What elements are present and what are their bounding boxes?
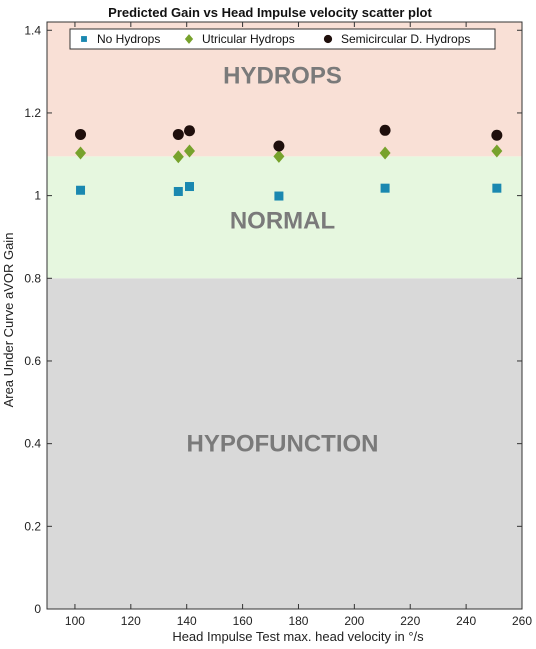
point-semicircular-d-hydrops [491,129,503,141]
x-tick-label: 120 [121,614,141,628]
point-no-hydrops [492,183,502,193]
point-no-hydrops [173,186,183,196]
y-axis-ticks: 0 0.2 0.4 0.6 0.8 1 1.2 1.4 [24,23,522,616]
legend-label-no-hydrops: No Hydrops [97,32,160,46]
legend-marker-semicircular-d-hydrops [323,34,333,44]
x-tick-label: 240 [456,614,476,628]
y-tick-label: 1.4 [24,23,41,37]
point-utricular-hydrops [273,149,285,163]
y-tick-label: 0 [34,602,41,616]
point-no-hydrops [274,191,284,201]
region-label-normal: NORMAL [230,207,335,234]
x-tick-label: 140 [177,614,197,628]
x-axis-ticks: 100 120 140 160 180 200 220 240 260 [65,22,532,628]
point-no-hydrops [185,182,194,192]
point-semicircular-d-hydrops [184,125,195,137]
legend-box [69,28,496,50]
legend-marker-no-hydrops [81,36,87,42]
y-tick-label: 0.4 [24,437,41,451]
region-label-hydrops: HYDROPS [223,63,342,90]
y-tick-label: 0.2 [24,519,41,533]
plot-frame [46,21,523,610]
point-utricular-hydrops [379,146,391,160]
y-tick-label: 1.2 [24,106,41,120]
legend: No Hydrops Utricular Hydrops Semicircular … [69,28,496,50]
y-tick-label: 0.6 [24,354,41,368]
legend-label-utricular-hydrops: Utricular Hydrops [202,32,295,46]
region-label-hypofunction: HYPOFUNCTION [187,431,379,458]
point-semicircular-d-hydrops [75,128,87,140]
point-no-hydrops [76,185,86,195]
chart-title: Predicted Gain vs Head Impulse velocity … [108,5,432,20]
x-tick-label: 160 [233,614,253,628]
point-semicircular-d-hydrops [172,128,184,140]
x-tick-label: 100 [65,614,85,628]
y-axis-label: Area Under Curve aVOR Gain [1,233,16,408]
y-tick-label: 1 [34,189,41,203]
point-utricular-hydrops [491,144,503,158]
x-tick-label: 220 [400,614,420,628]
legend-marker-utricular-hydrops [184,34,194,44]
region-labels: HYPOFUNCTION NORMAL HYDROPS [187,63,379,458]
x-tick-label: 180 [288,614,308,628]
point-no-hydrops [380,183,390,193]
x-tick-label: 200 [344,614,364,628]
background-regions [47,22,522,609]
point-utricular-hydrops [75,146,87,160]
data-points [75,124,503,201]
x-tick-label: 260 [512,614,532,628]
point-semicircular-d-hydrops [273,140,285,152]
y-tick-label: 0.8 [24,271,41,285]
legend-label-semicircular-d-hydrops: Semicircular D. Hydrops [341,32,470,46]
region-hypofunction [47,278,522,609]
point-semicircular-d-hydrops [379,124,391,136]
x-axis-label: Head Impulse Test max. head velocity in … [172,629,424,644]
region-normal [47,156,522,279]
point-utricular-hydrops [172,150,184,164]
point-utricular-hydrops [184,144,195,158]
